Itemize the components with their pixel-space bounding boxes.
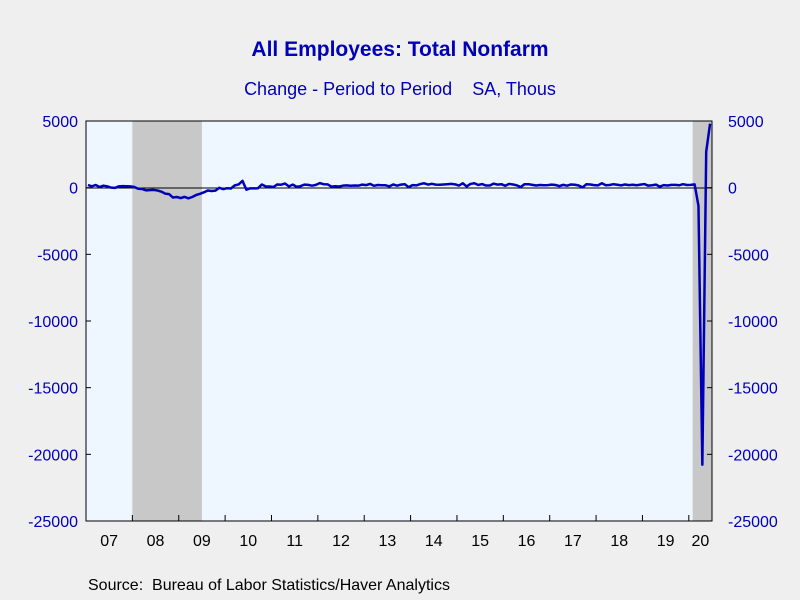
y-right-tick-label: -20000 xyxy=(728,447,778,464)
x-tick-label: 19 xyxy=(657,533,675,550)
x-tick-label: 17 xyxy=(564,533,582,550)
x-tick-label: 18 xyxy=(610,533,628,550)
y-right-tick-label: 5000 xyxy=(728,114,764,131)
x-axis: 07 08 09 10 11 12 13 14 15 16 17 18 19 20 xyxy=(100,515,709,550)
y-left-tick-label: -15000 xyxy=(28,381,78,398)
y-right-tick-label: -5000 xyxy=(728,247,769,264)
x-tick-label: 09 xyxy=(193,533,211,550)
x-tick-label: 20 xyxy=(692,533,710,550)
x-tick-label: 11 xyxy=(286,533,303,550)
y-right-tick-label: -10000 xyxy=(728,314,778,331)
series-line-1 xyxy=(87,123,712,466)
x-tick-label: 08 xyxy=(147,533,165,550)
y-left-tick-label: -25000 xyxy=(28,514,78,531)
source-note: Source: Bureau of Labor Statistics/Haver… xyxy=(88,577,450,594)
x-tick-label: 07 xyxy=(100,533,118,550)
x-tick-label: 16 xyxy=(518,533,536,550)
x-tick-label: 10 xyxy=(239,533,257,550)
y-right-tick-label: -15000 xyxy=(728,381,778,398)
y-left-tick-label: -10000 xyxy=(28,314,78,331)
chart-subtitle: Change - Period to Period SA, Thous xyxy=(244,79,556,99)
y-axis-left: 5000 0 -5000 -10000 -15000 -20000 -25000 xyxy=(28,114,91,531)
y-left-tick-label: 0 xyxy=(69,181,78,198)
y-right-tick-label: -25000 xyxy=(728,514,778,531)
y-left-tick-label: 5000 xyxy=(42,114,78,131)
y-left-tick-label: -5000 xyxy=(37,247,78,264)
recession-band-1 xyxy=(132,121,202,521)
y-right-tick-label: 0 xyxy=(728,181,737,198)
series-layer xyxy=(87,123,712,466)
y-left-tick-label: -20000 xyxy=(28,447,78,464)
y-axis-right: 5000 0 -5000 -10000 -15000 -20000 -25000 xyxy=(707,114,778,531)
x-tick-label: 12 xyxy=(332,533,350,550)
x-tick-label: 15 xyxy=(471,533,489,550)
chart-title: All Employees: Total Nonfarm xyxy=(251,38,549,61)
x-tick-label: 13 xyxy=(379,533,397,550)
x-tick-label: 14 xyxy=(425,533,443,550)
